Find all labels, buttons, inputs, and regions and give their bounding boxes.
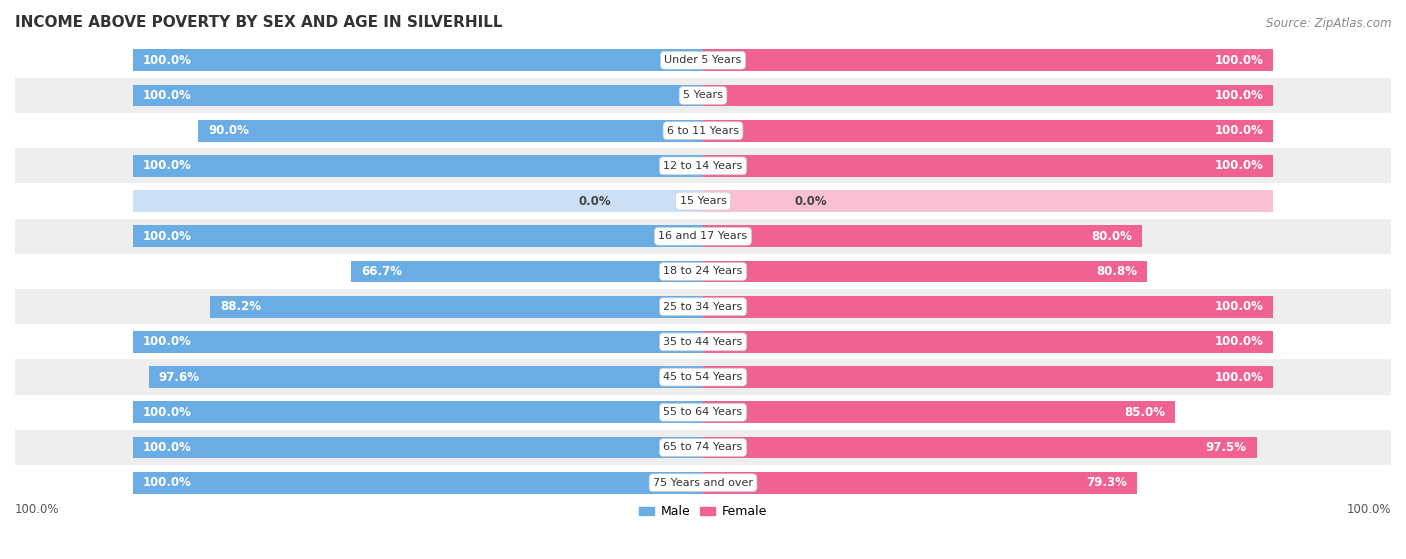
Text: 88.2%: 88.2%	[221, 300, 262, 313]
Text: 100.0%: 100.0%	[143, 335, 191, 348]
Bar	[134, 190, 703, 212]
Text: 0.0%: 0.0%	[794, 195, 827, 207]
Bar	[0, 324, 1406, 359]
Bar	[703, 225, 1142, 247]
Text: 85.0%: 85.0%	[1123, 406, 1166, 419]
Text: 100.0%: 100.0%	[1347, 503, 1391, 516]
Text: 100.0%: 100.0%	[1215, 89, 1263, 102]
Bar	[198, 120, 703, 141]
Bar	[134, 331, 703, 353]
Text: 90.0%: 90.0%	[208, 124, 249, 137]
Text: 100.0%: 100.0%	[143, 441, 191, 454]
Text: 100.0%: 100.0%	[143, 89, 191, 102]
Text: 75 Years and over: 75 Years and over	[652, 478, 754, 487]
Text: 80.8%: 80.8%	[1097, 265, 1137, 278]
Bar	[0, 289, 1406, 324]
Bar	[134, 49, 703, 71]
Text: 6 to 11 Years: 6 to 11 Years	[666, 126, 740, 136]
Text: 97.6%: 97.6%	[159, 371, 200, 383]
Bar	[211, 296, 703, 318]
Text: 65 to 74 Years: 65 to 74 Years	[664, 443, 742, 452]
Text: 25 to 34 Years: 25 to 34 Years	[664, 302, 742, 312]
Text: 100.0%: 100.0%	[143, 476, 191, 489]
Bar	[703, 401, 1175, 423]
Text: 100.0%: 100.0%	[1215, 54, 1263, 67]
Text: 55 to 64 Years: 55 to 64 Years	[664, 408, 742, 417]
Text: 45 to 54 Years: 45 to 54 Years	[664, 372, 742, 382]
Text: 100.0%: 100.0%	[1215, 124, 1263, 137]
Bar	[134, 472, 703, 494]
Bar	[134, 401, 703, 423]
Text: 12 to 14 Years: 12 to 14 Years	[664, 161, 742, 171]
Text: INCOME ABOVE POVERTY BY SEX AND AGE IN SILVERHILL: INCOME ABOVE POVERTY BY SEX AND AGE IN S…	[15, 15, 502, 30]
Bar	[0, 148, 1406, 183]
Bar	[0, 78, 1406, 113]
Text: 97.5%: 97.5%	[1206, 441, 1247, 454]
Text: 0.0%: 0.0%	[579, 195, 612, 207]
Bar	[703, 190, 1272, 212]
Text: 15 Years: 15 Years	[679, 196, 727, 206]
Bar	[703, 296, 1272, 318]
Bar	[0, 359, 1406, 395]
Text: 100.0%: 100.0%	[143, 54, 191, 67]
Bar	[703, 260, 1147, 282]
Text: 18 to 24 Years: 18 to 24 Years	[664, 267, 742, 277]
Text: Source: ZipAtlas.com: Source: ZipAtlas.com	[1267, 17, 1392, 30]
Text: 66.7%: 66.7%	[361, 265, 402, 278]
Text: 79.3%: 79.3%	[1087, 476, 1128, 489]
Bar	[134, 437, 703, 458]
Text: 100.0%: 100.0%	[1215, 371, 1263, 383]
Text: Under 5 Years: Under 5 Years	[665, 55, 741, 65]
Bar	[0, 465, 1406, 500]
Bar	[703, 331, 1272, 353]
Text: 5 Years: 5 Years	[683, 91, 723, 101]
Text: 100.0%: 100.0%	[143, 230, 191, 243]
Bar	[703, 120, 1272, 141]
Bar	[134, 84, 703, 106]
Bar	[703, 84, 1272, 106]
Text: 35 to 44 Years: 35 to 44 Years	[664, 337, 742, 347]
Bar	[0, 183, 1406, 219]
Bar	[0, 395, 1406, 430]
Text: 100.0%: 100.0%	[143, 406, 191, 419]
Legend: Male, Female: Male, Female	[634, 500, 772, 523]
Bar	[703, 155, 1272, 177]
Text: 16 and 17 Years: 16 and 17 Years	[658, 231, 748, 241]
Bar	[352, 260, 703, 282]
Text: 100.0%: 100.0%	[1215, 300, 1263, 313]
Bar	[0, 42, 1406, 78]
Text: 100.0%: 100.0%	[1215, 159, 1263, 172]
Bar	[0, 219, 1406, 254]
Bar	[703, 472, 1137, 494]
Bar	[703, 49, 1272, 71]
Text: 100.0%: 100.0%	[143, 159, 191, 172]
Bar	[0, 430, 1406, 465]
Bar	[0, 254, 1406, 289]
Bar	[0, 113, 1406, 148]
Bar	[149, 366, 703, 388]
Text: 100.0%: 100.0%	[1215, 335, 1263, 348]
Bar	[134, 155, 703, 177]
Bar	[703, 366, 1272, 388]
Text: 100.0%: 100.0%	[15, 503, 59, 516]
Bar	[703, 437, 1257, 458]
Bar	[134, 225, 703, 247]
Text: 80.0%: 80.0%	[1091, 230, 1132, 243]
